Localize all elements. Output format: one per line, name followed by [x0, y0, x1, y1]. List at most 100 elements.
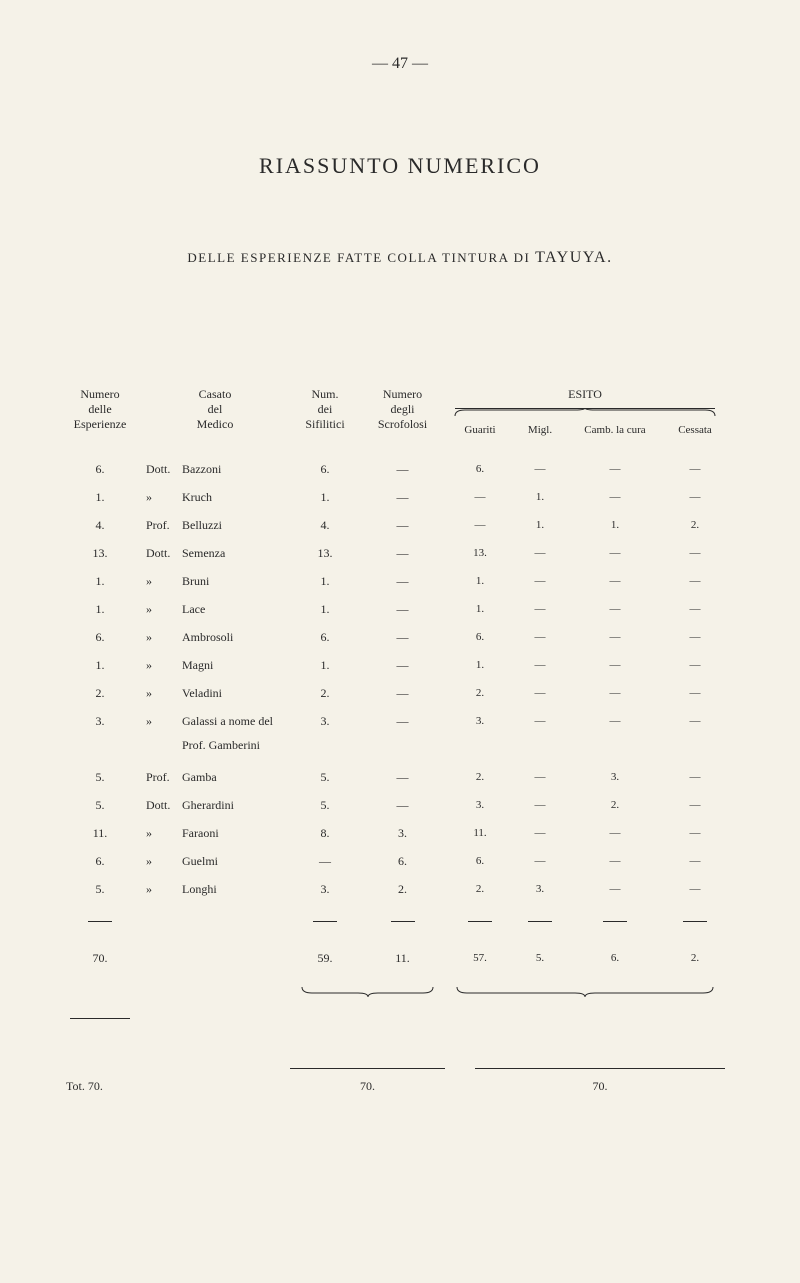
cell-scrof: —: [360, 546, 445, 561]
cell-num-esp: 6.: [60, 462, 140, 477]
cell-migl: —: [515, 603, 565, 615]
cell-num-esp: 1.: [60, 574, 140, 589]
cell-casato-title: Dott.: [140, 462, 182, 477]
cell-migl: —: [515, 715, 565, 727]
cell-casato-name: Prof. Gamberini: [182, 738, 290, 753]
cell-casato-name: Bruni: [182, 574, 290, 589]
header-line: delle: [60, 402, 140, 417]
cell-camb: 2.: [565, 799, 665, 811]
cell-num-esp: 5.: [60, 882, 140, 897]
cell-num-esp: 13.: [60, 546, 140, 561]
cell-num-esp: 11.: [60, 826, 140, 841]
header-line: Numero: [360, 387, 445, 402]
cell-guariti: 11.: [445, 827, 515, 839]
cell-migl: —: [515, 799, 565, 811]
cell-camb: —: [565, 547, 665, 559]
cell-casato-name: Galassi a nome del: [182, 714, 290, 729]
table-row: 6.Dott.Bazzoni6.—6.———: [60, 456, 740, 482]
cell-sif: 1.: [290, 574, 360, 589]
cell-scrof: 2.: [360, 882, 445, 897]
cell-casato-title: Dott.: [140, 546, 182, 561]
cell-casato-title: »: [140, 574, 182, 589]
cell-guariti: 6.: [445, 855, 515, 867]
cell-num-esp: 5.: [60, 798, 140, 813]
table-row: Prof. Gamberini: [60, 732, 740, 758]
cell-camb: —: [565, 463, 665, 475]
cell-scrof: —: [360, 630, 445, 645]
header-camb: Camb. la cura: [565, 424, 665, 436]
page-number: — 47 —: [60, 55, 740, 73]
cell-cessata: —: [665, 687, 725, 699]
header-line: ESITO: [445, 387, 725, 402]
cell-migl: —: [515, 687, 565, 699]
cell-casato-name: Longhi: [182, 882, 290, 897]
brace-row: [60, 972, 740, 998]
cell-casato-name: Magni: [182, 658, 290, 673]
cell-sif: 1.: [290, 490, 360, 505]
totals-row: 70. 59. 11. 57. 5. 6. 2.: [60, 944, 740, 972]
cell-migl: —: [515, 575, 565, 587]
cell-migl: —: [515, 855, 565, 867]
cell-scrof: —: [360, 658, 445, 673]
cell-scrof: —: [360, 574, 445, 589]
cell-casato-name: Belluzzi: [182, 518, 290, 533]
cell-scrof: —: [360, 462, 445, 477]
cell-guariti: 2.: [445, 771, 515, 783]
cell-guariti: 2.: [445, 687, 515, 699]
cell-migl: 1.: [515, 491, 565, 503]
cell-guariti: 3.: [445, 715, 515, 727]
cell-num-esp: 6.: [60, 630, 140, 645]
cell-guariti: 1.: [445, 575, 515, 587]
cell-casato-title: »: [140, 602, 182, 617]
cell-guariti: 6.: [445, 463, 515, 475]
cell-guariti: 1.: [445, 659, 515, 671]
header-line: Numero: [60, 387, 140, 402]
table-row: 13.Dott.Semenza13.—13.———: [60, 540, 740, 566]
cell-cessata: —: [665, 883, 725, 895]
cell-sif: 6.: [290, 462, 360, 477]
total-num-esp: 70.: [60, 951, 140, 966]
cell-casato-title: Dott.: [140, 798, 182, 813]
header-esito: ESITO Guariti Migl. Camb. la cura Cessat…: [445, 387, 725, 436]
cell-migl: —: [515, 463, 565, 475]
header-line: Casato: [140, 387, 290, 402]
total-cessata: 2.: [665, 952, 725, 964]
cell-sif: 3.: [290, 714, 360, 729]
cell-migl: —: [515, 771, 565, 783]
header-line: Sifilitici: [290, 417, 360, 432]
cell-casato-title: »: [140, 882, 182, 897]
cell-casato: Dott.Bazzoni: [140, 462, 290, 477]
cell-camb: —: [565, 883, 665, 895]
cell-camb: —: [565, 687, 665, 699]
table-row: 5.Prof.Gamba5.—2.—3.—: [60, 764, 740, 790]
esito-subheaders: Guariti Migl. Camb. la cura Cessata: [445, 424, 725, 436]
cell-guariti: 3.: [445, 799, 515, 811]
header-cessata: Cessata: [665, 424, 725, 436]
cell-camb: —: [565, 631, 665, 643]
table-row: 5.»Longhi3.2.2.3.——: [60, 876, 740, 902]
subtitle: DELLE ESPERIENZE FATTE COLLA TINTURA DI …: [60, 249, 740, 267]
cell-migl: —: [515, 659, 565, 671]
cell-migl: —: [515, 631, 565, 643]
cell-cessata: —: [665, 491, 725, 503]
cell-casato: »Ambrosoli: [140, 630, 290, 645]
cell-guariti: 6.: [445, 631, 515, 643]
cell-camb: —: [565, 715, 665, 727]
header-num-scrof: Numero degli Scrofolosi: [360, 387, 445, 436]
cell-scrof: —: [360, 798, 445, 813]
cell-casato-title: »: [140, 490, 182, 505]
cell-num-esp: 1.: [60, 490, 140, 505]
cell-num-esp: 6.: [60, 854, 140, 869]
cell-cessata: —: [665, 547, 725, 559]
esito-brace: [445, 408, 725, 420]
cell-sif: 5.: [290, 798, 360, 813]
cell-casato-name: Gherardini: [182, 798, 290, 813]
table-row: 1.»Magni1.—1.———: [60, 652, 740, 678]
cell-cessata: —: [665, 715, 725, 727]
cell-sif: 1.: [290, 658, 360, 673]
table-row: 11.»Faraoni8.3.11.———: [60, 820, 740, 846]
table-row: 1.»Bruni1.—1.———: [60, 568, 740, 594]
cell-camb: 1.: [565, 519, 665, 531]
cell-camb: —: [565, 659, 665, 671]
cell-casato: »Longhi: [140, 882, 290, 897]
